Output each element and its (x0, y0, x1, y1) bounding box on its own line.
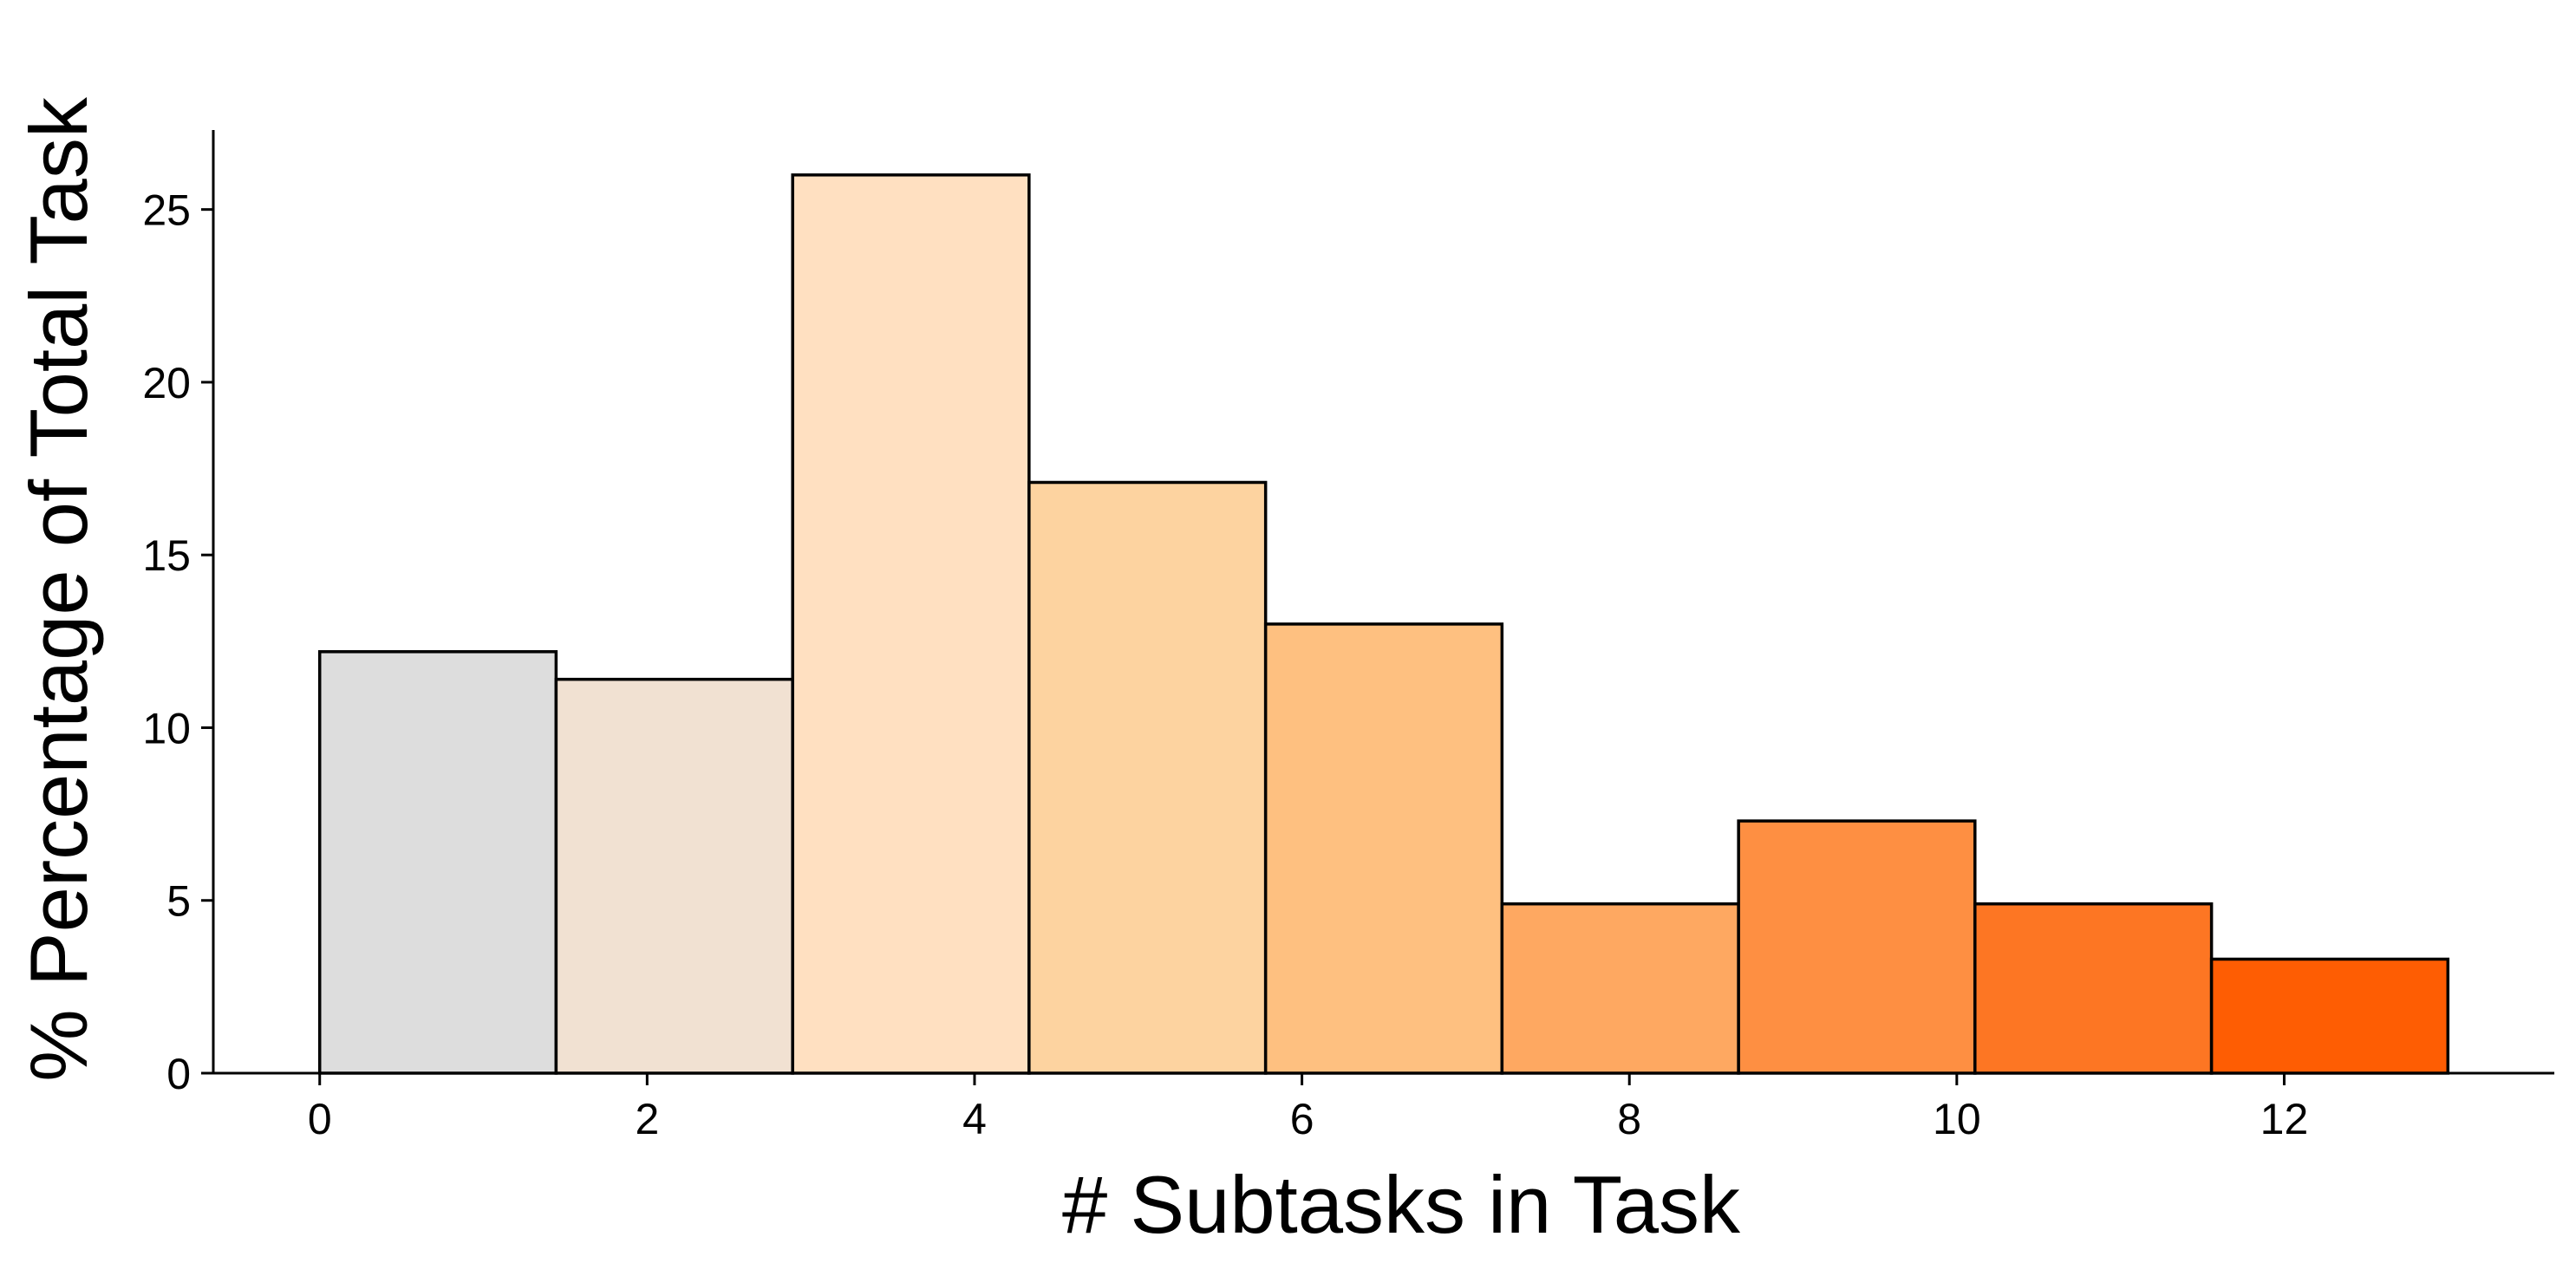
x-axis-label: # Subtasks in Task (1062, 1159, 1741, 1250)
x-tick-label: 12 (2260, 1095, 2309, 1143)
bars-group (317, 173, 2450, 1075)
axes-group (212, 130, 2554, 1075)
x-tick-label: 8 (1617, 1095, 1641, 1143)
histogram-bar-5 (1500, 902, 1740, 1075)
histogram-bar-2 (791, 173, 1031, 1075)
histogram-bar-6 (1737, 819, 1977, 1075)
y-ticks-group: 0 5 10 15 20 25 (142, 186, 213, 1098)
x-tick-label: 10 (1933, 1095, 1981, 1143)
y-tick-label: 5 (166, 877, 191, 926)
histogram-bar-4 (1263, 622, 1504, 1075)
histogram-bar-1 (554, 677, 794, 1075)
y-tick-label: 15 (142, 531, 191, 580)
x-tick-label: 2 (635, 1095, 659, 1143)
y-tick-label: 0 (166, 1050, 191, 1098)
x-tick-label: 6 (1290, 1095, 1314, 1143)
histogram-bar-7 (1973, 902, 2214, 1075)
y-axis-label: % Percentage of Total Task (13, 96, 104, 1082)
y-tick-label: 25 (142, 186, 191, 235)
x-tick-label: 0 (308, 1095, 332, 1143)
x-tick-label: 4 (962, 1095, 987, 1143)
histogram-bar-8 (2209, 957, 2450, 1075)
histogram-bar-0 (317, 650, 558, 1075)
y-tick-label: 20 (142, 359, 191, 407)
y-tick-label: 10 (142, 704, 191, 752)
histogram-bar-3 (1027, 480, 1268, 1075)
x-ticks-group: 0 2 4 6 8 10 12 (308, 1073, 2308, 1143)
